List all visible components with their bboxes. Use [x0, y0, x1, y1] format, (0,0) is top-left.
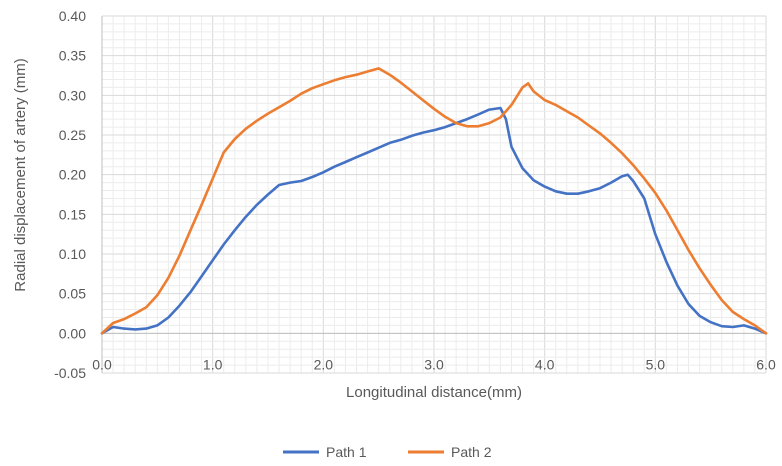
- chart-series: [100, 67, 768, 335]
- y-tick-label: -0.05: [54, 365, 86, 381]
- y-tick-label: 0.15: [59, 206, 86, 222]
- x-tick-label: 0.0: [92, 356, 112, 372]
- y-tick-label: 0.05: [59, 286, 86, 302]
- y-tick-label: 0.10: [59, 246, 86, 262]
- y-tick-label: 0.40: [59, 8, 86, 24]
- y-tick-label: 0.25: [59, 127, 86, 143]
- x-tick-label: 2.0: [314, 356, 334, 372]
- y-axis-title: Radial displacement of artery (mm): [12, 58, 29, 291]
- tick-labels: -0.05 0.00 0.05 0.10 0.15 0.20 0.25 0.30 0.35 0.4…: [54, 8, 776, 381]
- series-line-path-2: [100, 67, 768, 335]
- x-tick-label: 6.0: [756, 356, 776, 372]
- x-tick-label: 4.0: [535, 356, 555, 372]
- y-tick-label: 0.35: [59, 48, 86, 64]
- x-tick-label: 1.0: [203, 356, 223, 372]
- legend-label-path-2: Path 2: [451, 444, 492, 460]
- series-line-path-1: [100, 106, 768, 335]
- x-tick-label: 3.0: [424, 356, 444, 372]
- y-tick-label: 0.00: [59, 325, 86, 341]
- legend: Path 1 Path 2: [283, 444, 492, 460]
- y-tick-label: 0.20: [59, 167, 86, 183]
- y-tick-label: 0.30: [59, 87, 86, 103]
- x-axis-title: Longitudinal distance(mm): [346, 384, 522, 401]
- legend-label-path-1: Path 1: [326, 444, 367, 460]
- chart-grid: [101, 15, 767, 374]
- chart-axes: [101, 16, 766, 373]
- x-tick-label: 5.0: [646, 356, 666, 372]
